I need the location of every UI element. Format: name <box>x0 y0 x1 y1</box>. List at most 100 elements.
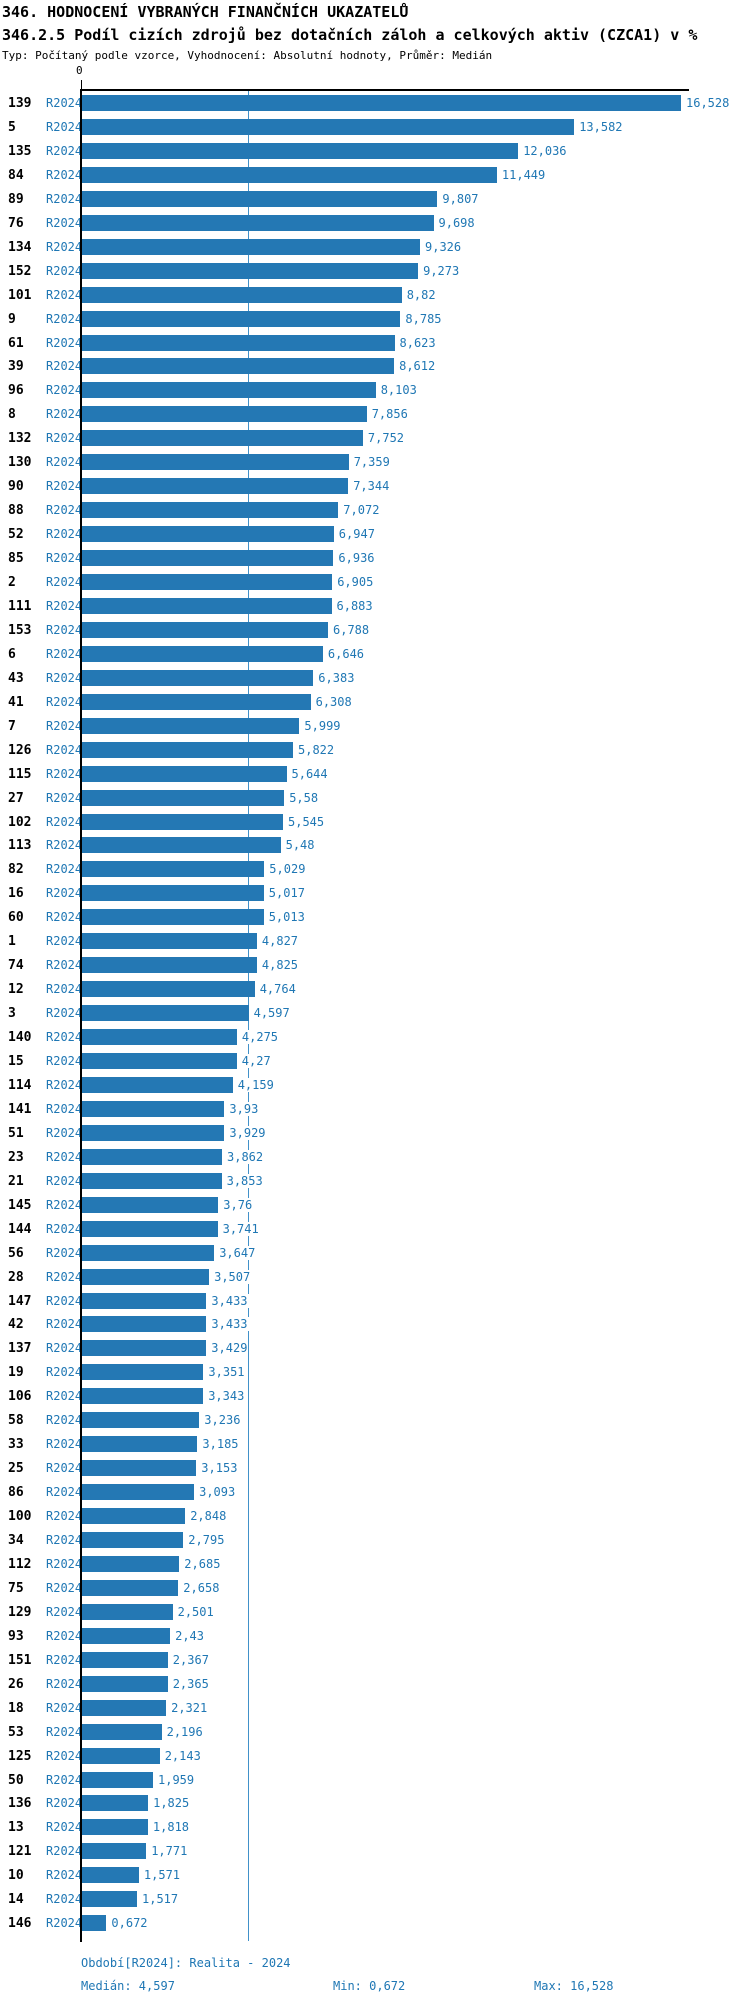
row-period-label: R2024 <box>46 215 83 230</box>
bar-chart-area: 139 R2024 16,528 5 R2024 13,582 135 R202… <box>0 91 750 1936</box>
row-id-label: 41 <box>8 694 24 710</box>
bar-value-label: 3,433 <box>210 1293 249 1308</box>
bar <box>82 430 363 447</box>
bar-row: 42 R2024 3,433 <box>0 1312 750 1336</box>
row-period-label: R2024 <box>46 143 83 158</box>
row-period-label: R2024 <box>46 119 83 134</box>
bar-row: 56 R2024 3,647 <box>0 1241 750 1265</box>
bar-row: 125 R2024 2,143 <box>0 1744 750 1768</box>
bar-row: 86 R2024 3,093 <box>0 1480 750 1504</box>
bar-value-label: 1,825 <box>152 1796 191 1811</box>
row-period-label: R2024 <box>46 431 83 446</box>
bar-row: 21 R2024 3,853 <box>0 1169 750 1193</box>
row-period-label: R2024 <box>46 934 83 949</box>
bar <box>82 166 497 183</box>
bar-value-label: 3,929 <box>228 1125 267 1140</box>
row-id-label: 93 <box>8 1628 24 1644</box>
row-period-label: R2024 <box>46 1796 83 1811</box>
row-period-label: R2024 <box>46 1101 83 1116</box>
bar-row: 75 R2024 2,658 <box>0 1576 750 1600</box>
bar-row: 18 R2024 2,321 <box>0 1696 750 1720</box>
bar <box>82 1867 139 1884</box>
row-period-label: R2024 <box>46 1269 83 1284</box>
bar-value-label: 4,597 <box>252 1006 291 1021</box>
bar-row: 135 R2024 12,036 <box>0 139 750 163</box>
bar-value-label: 8,103 <box>379 383 418 398</box>
row-id-label: 16 <box>8 886 24 902</box>
row-period-label: R2024 <box>46 479 83 494</box>
row-period-label: R2024 <box>46 1772 83 1787</box>
bar-row: 129 R2024 2,501 <box>0 1600 750 1624</box>
footer-median-label: Medián: 4,597 <box>81 1979 175 1993</box>
row-id-label: 101 <box>8 287 32 303</box>
row-period-label: R2024 <box>46 958 83 973</box>
row-id-label: 132 <box>8 431 32 447</box>
row-period-label: R2024 <box>46 1365 83 1380</box>
row-period-label: R2024 <box>46 622 83 637</box>
row-period-label: R2024 <box>46 1652 83 1667</box>
row-id-label: 23 <box>8 1149 24 1165</box>
bar-value-label: 9,698 <box>437 215 476 230</box>
bar-value-label: 5,644 <box>290 766 329 781</box>
row-id-label: 1 <box>8 934 16 950</box>
row-period-label: R2024 <box>46 359 83 374</box>
bar-value-label: 13,582 <box>578 119 624 134</box>
row-id-label: 52 <box>8 527 24 543</box>
bar <box>82 382 376 399</box>
row-id-label: 25 <box>8 1461 24 1477</box>
x-axis-zero-tick-label: 0 <box>76 64 83 77</box>
bar-value-label: 2,43 <box>174 1628 205 1643</box>
row-id-label: 19 <box>8 1365 24 1381</box>
row-id-label: 42 <box>8 1317 24 1333</box>
bar-row: 33 R2024 3,185 <box>0 1432 750 1456</box>
bar-row: 50 R2024 1,959 <box>0 1768 750 1792</box>
bar-value-label: 3,93 <box>228 1101 260 1116</box>
bar-row: 52 R2024 6,947 <box>0 522 750 546</box>
bar <box>82 334 395 351</box>
bar-value-label: 2,321 <box>170 1700 209 1715</box>
bar-value-label: 6,936 <box>337 551 376 566</box>
bar <box>82 1675 168 1692</box>
bar-row: 5 R2024 13,582 <box>0 115 750 139</box>
bar-value-label: 3,507 <box>213 1269 252 1284</box>
row-id-label: 147 <box>8 1293 32 1309</box>
bar <box>82 1579 179 1596</box>
row-period-label: R2024 <box>46 1580 83 1595</box>
x-axis-line <box>81 89 689 91</box>
bar-row: 34 R2024 2,795 <box>0 1528 750 1552</box>
bar-value-label: 3,853 <box>225 1173 264 1188</box>
bar-row: 74 R2024 4,825 <box>0 953 750 977</box>
row-id-label: 14 <box>8 1892 24 1908</box>
row-period-label: R2024 <box>46 1293 83 1308</box>
row-id-label: 88 <box>8 503 24 519</box>
row-id-label: 153 <box>8 622 32 638</box>
footer-period-label: Období[R2024]: Realita - 2024 <box>81 1956 291 1970</box>
row-id-label: 43 <box>8 670 24 686</box>
bar-value-label: 6,947 <box>337 527 376 542</box>
row-period-label: R2024 <box>46 1317 83 1332</box>
row-period-label: R2024 <box>46 1892 83 1907</box>
bar-row: 139 R2024 16,528 <box>0 91 750 115</box>
bar-value-label: 6,646 <box>326 646 366 661</box>
row-id-label: 90 <box>8 479 24 495</box>
row-period-label: R2024 <box>46 551 83 566</box>
bar-value-label: 3,433 <box>210 1317 249 1332</box>
row-id-label: 12 <box>8 982 24 998</box>
bar-value-label: 3,647 <box>218 1245 257 1260</box>
bar-value-label: 8,623 <box>398 335 437 350</box>
row-period-label: R2024 <box>46 1676 83 1691</box>
row-period-label: R2024 <box>46 1149 83 1164</box>
row-period-label: R2024 <box>46 1916 83 1931</box>
bar <box>82 1220 218 1237</box>
row-id-label: 85 <box>8 551 24 567</box>
bar-row: 27 R2024 5,58 <box>0 786 750 810</box>
row-id-label: 146 <box>8 1916 32 1932</box>
bar-value-label: 1,771 <box>150 1844 189 1859</box>
bar-row: 114 R2024 4,159 <box>0 1073 750 1097</box>
row-period-label: R2024 <box>46 1221 83 1236</box>
bar-row: 137 R2024 3,429 <box>0 1336 750 1360</box>
bar-value-label: 6,883 <box>335 598 374 613</box>
bar-row: 111 R2024 6,883 <box>0 594 750 618</box>
row-id-label: 61 <box>8 335 24 351</box>
bar-row: 88 R2024 7,072 <box>0 498 750 522</box>
